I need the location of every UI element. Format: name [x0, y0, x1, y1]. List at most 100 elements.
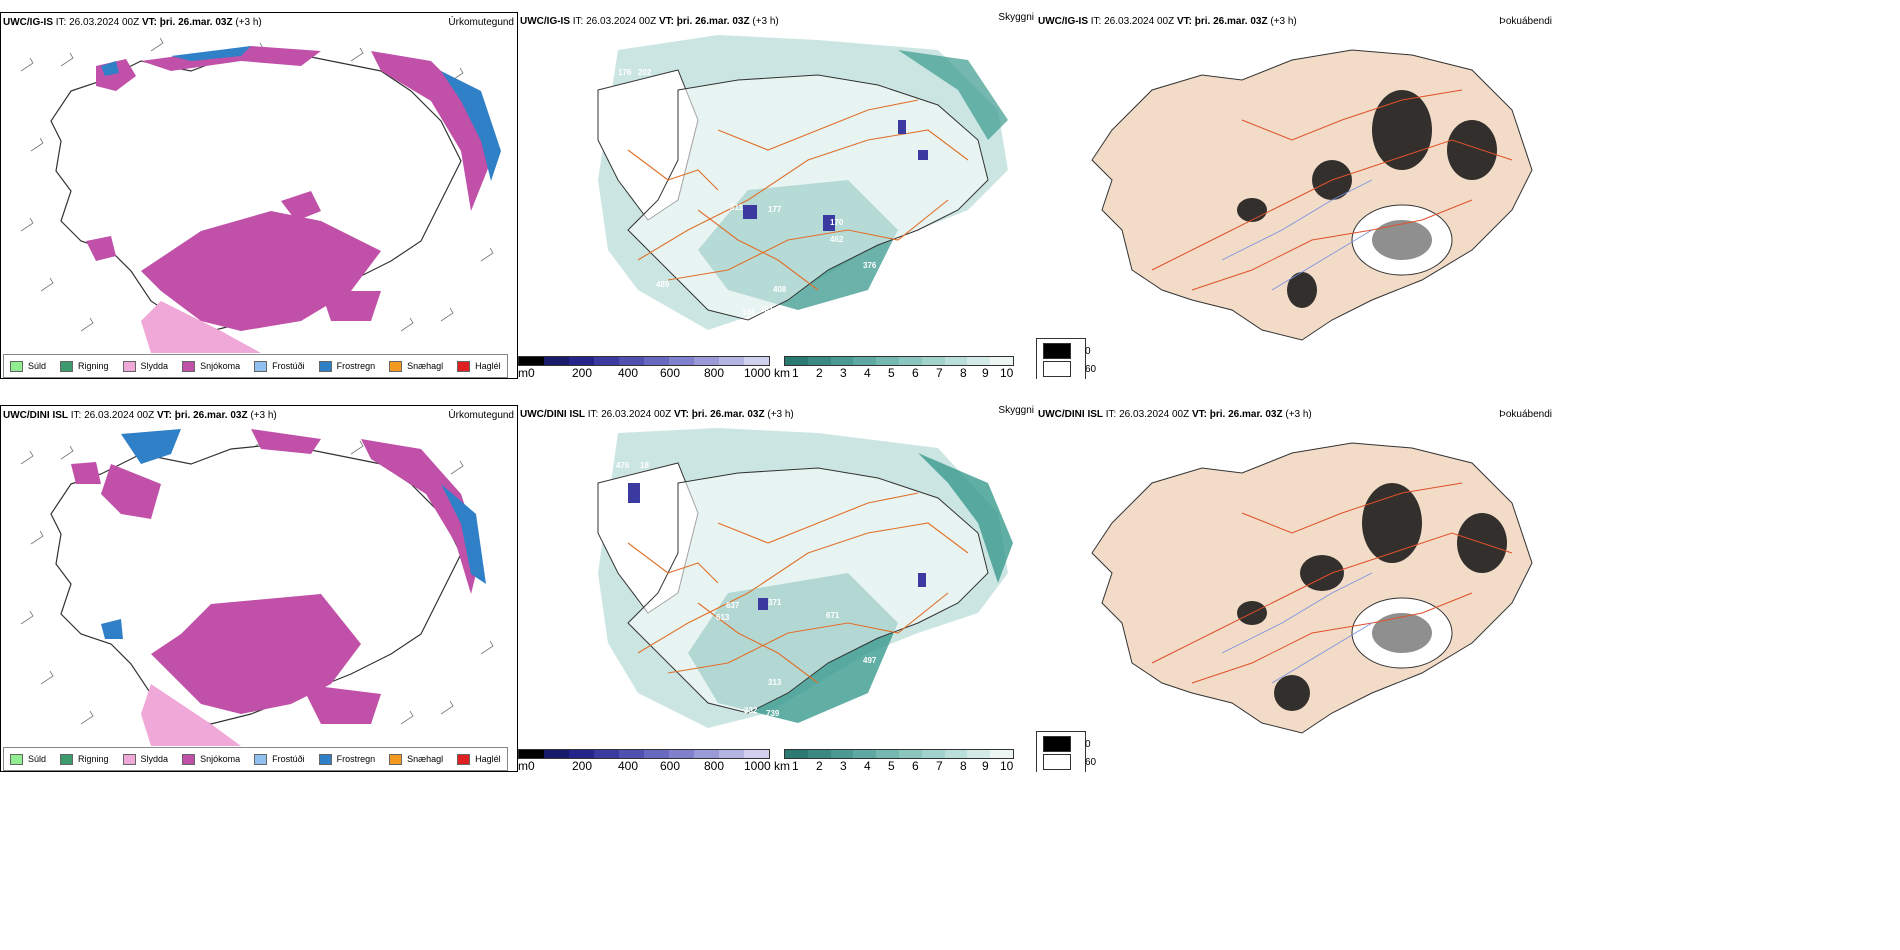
station-label: 311 — [730, 203, 743, 212]
visibility-tick: 5 — [888, 759, 895, 772]
visibility-panel-row1: UWC/IG-IS IT: 26.03.2024 00Z VT: þri. 26… — [518, 12, 1036, 379]
precip-legend: Súld Rigning Slydda Snjókoma Frostúði Fr… — [3, 354, 508, 378]
visibility-colorbar-gradient — [784, 749, 1014, 759]
panel-title: UWC/IG-IS IT: 26.03.2024 00Z VT: þri. 26… — [1038, 16, 1297, 27]
legend-item: Frostregn — [318, 360, 375, 372]
legend-swatch — [182, 360, 196, 372]
legend-item: Súld — [10, 753, 46, 765]
legend-swatch — [318, 360, 332, 372]
legend-swatch — [10, 753, 23, 765]
legend-swatch — [122, 360, 136, 372]
legend-item: Haglél — [457, 360, 501, 372]
station-labels: 176 202 311 177 170 462 376 489 408 146 … — [618, 68, 877, 337]
legend-item: Rigning — [60, 360, 109, 372]
precip-legend: Súld Rigning Slydda Snjókoma Frostúði Fr… — [3, 747, 508, 771]
station-label: 671 — [826, 611, 840, 620]
panel-label-precip: Úrkomutegund — [448, 410, 514, 421]
precip-panel-row1: UWC/IG-IS IT: 26.03.2024 00Z VT: þri. 26… — [0, 12, 518, 379]
visibility-tick: 10 — [1000, 759, 1014, 772]
panel-title: UWC/DINI ISL IT: 26.03.2024 00Z VT: þri.… — [3, 410, 277, 421]
legend-item: Rigning — [60, 753, 109, 765]
height-colorbar: m 0 200 400 600 800 1000 — [518, 749, 771, 772]
panel-label-visibility: Skyggni — [998, 12, 1034, 23]
visibility-colorbar: km 1 2 3 4 5 6 7 8 9 10 — [774, 749, 1024, 772]
legend-swatch — [254, 753, 268, 765]
fog-map — [1091, 442, 1533, 734]
station-label: 990 — [780, 328, 794, 337]
visibility-tick: 6 — [912, 366, 919, 379]
station-label: 489 — [656, 280, 670, 289]
station-label: 261 — [638, 511, 652, 520]
visibility-tick: 1 — [792, 366, 799, 379]
height-tick: 200 — [572, 759, 593, 772]
station-labels: 476 18 261 371 637 613 671 497 313 332 7… — [616, 461, 877, 718]
visibility-tick: 8 — [960, 759, 967, 772]
precip-panel-row2: UWC/DINI ISL IT: 26.03.2024 00Z VT: þri.… — [0, 405, 518, 772]
station-label: 613 — [716, 613, 730, 622]
station-label: 371 — [768, 598, 782, 607]
visibility-map: 176 202 311 177 170 462 376 489 408 146 … — [597, 35, 1008, 337]
visibility-tick: 4 — [864, 366, 871, 379]
panel-title: UWC/DINI ISL IT: 26.03.2024 00Z VT: þri.… — [1038, 409, 1312, 420]
station-label: 408 — [773, 285, 787, 294]
legend-item: Snæhagl — [389, 360, 443, 372]
legend-item: Slydda — [122, 753, 168, 765]
visibility-tick: 2 — [816, 366, 823, 379]
station-label: 476 — [616, 461, 630, 470]
visibility-tick: 1 — [792, 759, 799, 772]
fog-swatch-light — [1043, 754, 1071, 770]
station-label: 202 — [638, 68, 652, 77]
station-label: 431 — [760, 305, 774, 314]
visibility-tick: 4 — [864, 759, 871, 772]
height-tick: 800 — [704, 759, 725, 772]
panel-label-visibility: Skyggni — [998, 405, 1034, 416]
height-tick: 1000 — [744, 759, 771, 772]
visibility-tick: 9 — [982, 759, 989, 772]
visibility-tick: 6 — [912, 759, 919, 772]
visibility-map: 476 18 261 371 637 613 671 497 313 332 7… — [597, 428, 1013, 728]
height-tick: 600 — [660, 366, 681, 379]
panel-title: UWC/IG-IS IT: 26.03.2024 00Z VT: þri. 26… — [3, 17, 262, 28]
visibility-tick: 10 — [1000, 366, 1014, 379]
station-label: 177 — [768, 205, 782, 214]
legend-swatch — [10, 360, 23, 372]
precip-map — [20, 37, 501, 353]
legend-swatch — [60, 753, 74, 765]
legend-swatch — [182, 753, 196, 765]
fog-swatch-dark — [1043, 343, 1071, 359]
visibility-tick: 5 — [888, 366, 895, 379]
visibility-colorbar-gradient — [784, 356, 1014, 366]
height-tick: 800 — [704, 366, 725, 379]
legend-swatch — [122, 753, 136, 765]
height-tick: 200 — [572, 366, 593, 379]
fog-swatch-light — [1043, 361, 1071, 377]
visibility-tick: 2 — [816, 759, 823, 772]
station-label: 18 — [640, 461, 649, 470]
station-label: 637 — [726, 601, 740, 610]
visibility-tick: 3 — [840, 759, 847, 772]
fog-panel-row1: UWC/IG-IS IT: 26.03.2024 00Z VT: þri. 26… — [1036, 12, 1556, 379]
station-label: 332 — [744, 706, 758, 715]
station-label: 462 — [830, 235, 844, 244]
station-label: 313 — [768, 678, 782, 687]
station-label: 170 — [830, 218, 844, 227]
precip-map — [20, 429, 494, 746]
height-colorbar: m 0 200 400 600 800 1000 — [518, 356, 771, 379]
height-tick: 1000 — [744, 366, 771, 379]
fog-legend: 0 60 — [1036, 731, 1096, 772]
legend-swatch — [457, 753, 471, 765]
visibility-tick: 9 — [982, 366, 989, 379]
visibility-colorbar: km 1 2 3 4 5 6 7 8 9 10 — [774, 356, 1024, 379]
panel-title: UWC/IG-IS IT: 26.03.2024 00Z VT: þri. 26… — [520, 16, 779, 27]
fog-swatch-dark — [1043, 736, 1071, 752]
station-label: 739 — [766, 709, 780, 718]
panel-label-fog: Þokuábendi — [1499, 16, 1552, 27]
visibility-unit: km — [774, 759, 790, 772]
legend-swatch — [457, 360, 471, 372]
station-label: 146 — [742, 308, 756, 317]
legend-item: Frostregn — [318, 753, 375, 765]
height-colorbar-gradient — [518, 356, 770, 366]
station-label: 376 — [863, 261, 877, 270]
fog-map — [1091, 49, 1533, 341]
height-tick: 0 — [528, 759, 535, 772]
